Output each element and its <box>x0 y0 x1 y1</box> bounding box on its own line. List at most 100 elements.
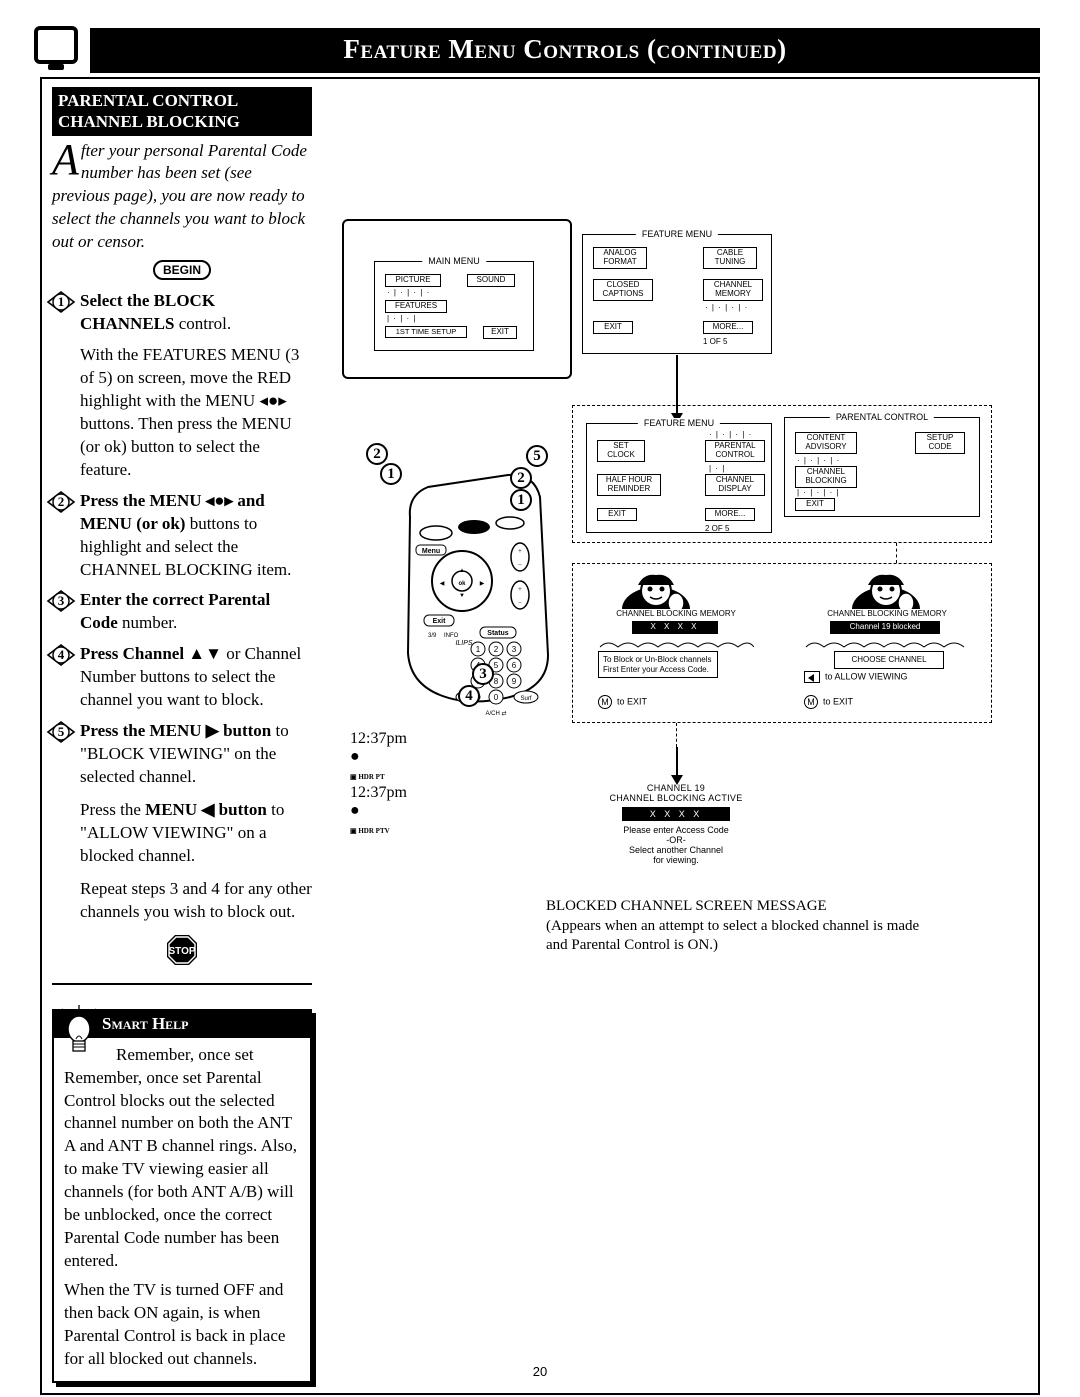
cbm-right-allow: to ALLOW VIEWING <box>804 671 908 683</box>
svg-text:2: 2 <box>494 645 499 654</box>
fm-more: MORE... <box>703 321 753 334</box>
svg-text:A/CH ⇄: A/CH ⇄ <box>485 710 506 717</box>
menu-exit: EXIT <box>483 326 517 339</box>
fm-page: 1 OF 5 <box>703 337 727 346</box>
step-diamond-5: 5 <box>44 720 74 742</box>
svg-text:4: 4 <box>58 647 65 662</box>
svg-text:▲: ▲ <box>459 568 465 574</box>
svg-text:2: 2 <box>58 494 65 509</box>
svg-text:▶: ▶ <box>480 581 485 587</box>
main-menu-title: MAIN MENU <box>422 256 486 266</box>
menu-1st-time: 1ST TIME SETUP <box>385 326 467 338</box>
fm-chdisplay: CHANNEL DISPLAY <box>705 474 765 496</box>
step-diamond-1: 1 <box>44 290 74 312</box>
blocked-active: CHANNEL BLOCKING ACTIVE <box>566 793 786 803</box>
caption-line1: BLOCKED CHANNEL SCREEN MESSAGE <box>546 898 827 914</box>
svg-text:+: + <box>518 585 522 593</box>
svg-text:3: 3 <box>512 645 517 654</box>
cbm-left-title: CHANNEL BLOCKING MEMORY <box>588 609 764 618</box>
pc-title: PARENTAL CONTROL <box>830 412 934 422</box>
fm-halfhour: HALF HOUR REMINDER <box>597 474 661 496</box>
svg-text:5: 5 <box>58 724 65 739</box>
content-frame: PARENTAL CONTROL CHANNEL BLOCKING After … <box>40 77 1040 1395</box>
svg-text:ILIPS: ILIPS <box>455 640 472 647</box>
divider <box>52 983 312 985</box>
step-4: 4 Press Channel ▲▼ or Channel Number but… <box>52 643 312 712</box>
blocked-msg2: -OR- <box>566 835 786 845</box>
svg-text:Status: Status <box>487 630 509 637</box>
annot-5: 5 <box>526 445 548 467</box>
dash-down-2 <box>676 723 677 747</box>
blocked-screen: CHANNEL 19 CHANNEL BLOCKING ACTIVE X X X… <box>566 783 786 865</box>
step-diamond-4: 4 <box>44 643 74 665</box>
begin-badge-wrap: BEGIN <box>52 256 312 282</box>
annot-2: 2 <box>366 443 388 465</box>
parental-control-menu: PARENTAL CONTROL CONTENT ADVISORY SETUP … <box>784 417 980 517</box>
dash-down <box>896 543 897 563</box>
annot-3: 3 <box>472 663 494 685</box>
fm-mid-exit: EXIT <box>597 508 637 521</box>
blocked-ch: CHANNEL 19 <box>566 783 786 793</box>
main-menu-panel: MAIN MENU PICTURE SOUND · | · | · | · FE… <box>374 261 534 351</box>
tv-icon <box>34 26 78 64</box>
cbm-right-title: CHANNEL BLOCKING MEMORY <box>794 609 980 618</box>
menu-picture: PICTURE <box>385 274 441 287</box>
smart-help-title: Smart Help <box>54 1011 310 1038</box>
cbm-right-choose: CHOOSE CHANNEL <box>834 651 944 669</box>
cbm-left-bar: X X X X <box>632 621 718 634</box>
tv-osd-top: MAIN MENU PICTURE SOUND · | · | · | · FE… <box>342 219 572 379</box>
blocked-msg3: Select another Channel <box>566 845 786 855</box>
smart-help-para1: Remember, once set Parental Control bloc… <box>64 1067 300 1273</box>
osd-small-2: 12:37pm ●▣ HDR PTV <box>350 784 412 838</box>
blocked-code: X X X X <box>622 807 731 821</box>
caption-line2: (Appears when an attempt to select a blo… <box>546 918 919 954</box>
fm-exit: EXIT <box>593 321 633 334</box>
annot-2b: 2 <box>510 467 532 489</box>
arrow-line-2 <box>676 747 678 775</box>
fm-setclock: SET CLOCK <box>597 440 645 462</box>
blocked-msg1: Please enter Access Code <box>566 825 786 835</box>
section-header: PARENTAL CONTROL CHANNEL BLOCKING <box>52 87 312 136</box>
fm-mid-more: MORE... <box>705 508 755 521</box>
followup-2: Repeat steps 3 and 4 for any other chann… <box>52 878 312 924</box>
annot-1b: 1 <box>510 489 532 511</box>
svg-text:STOP: STOP <box>168 946 195 957</box>
cbm-right: CHANNEL BLOCKING MEMORY Channel 19 block… <box>794 609 980 713</box>
cbm-left: CHANNEL BLOCKING MEMORY X X X X To Block… <box>588 609 764 713</box>
blocked-msg4: for viewing. <box>566 855 786 865</box>
page-number: 20 <box>533 1364 547 1379</box>
cbm-left-exit: M to EXIT <box>598 695 647 709</box>
step-2: 2 Press the MENU ◂●▸ and MENU (or ok) bu… <box>52 490 312 582</box>
svg-text:9: 9 <box>512 677 517 686</box>
caption: BLOCKED CHANNEL SCREEN MESSAGE (Appears … <box>546 897 926 956</box>
svg-text:−: − <box>518 561 522 569</box>
step-diamond-2: 2 <box>44 490 74 512</box>
cbm-right-bar: Channel 19 blocked <box>830 621 940 634</box>
cbm-left-note: To Block or Un-Block channels First Ente… <box>598 651 718 678</box>
pc-exit: EXIT <box>795 498 835 511</box>
smart-help-box: Smart Help <box>52 1009 312 1383</box>
svg-text:−: − <box>518 599 522 607</box>
step-3: 3 Enter the correct Parental Code number… <box>52 589 312 635</box>
svg-text:Menu: Menu <box>422 548 440 555</box>
left-column: PARENTAL CONTROL CHANNEL BLOCKING After … <box>52 87 312 1383</box>
stop-badge: STOP <box>52 932 312 973</box>
fm-parental: PARENTAL CONTROL <box>705 440 765 462</box>
fm-mid-title: FEATURE MENU <box>638 418 720 428</box>
svg-text:5: 5 <box>494 661 499 670</box>
step-5: 5 Press the MENU ▶ button to "BLOCK VIEW… <box>52 720 312 789</box>
feature-menu-top-title: FEATURE MENU <box>636 229 718 239</box>
smart-help-para2: When the TV is turned OFF and then back … <box>64 1279 300 1371</box>
svg-text:INFO: INFO <box>444 633 459 639</box>
svg-text:0: 0 <box>494 693 499 702</box>
fm-analog: ANALOG FORMAT <box>593 247 647 269</box>
page-banner: Feature Menu Controls (continued) <box>90 28 1040 73</box>
osd-small-1: 12:37pm ●▣ HDR PT <box>350 730 406 784</box>
step-1-detail: With the FEATURES MENU (3 of 5) on scree… <box>80 344 312 482</box>
feature-menu-top: FEATURE MENU ANALOG FORMAT CABLE TUNING … <box>582 234 772 354</box>
svg-text:Surf: Surf <box>520 696 531 702</box>
fm-chmem: CHANNEL MEMORY <box>703 279 763 301</box>
feature-menu-mid: FEATURE MENU · | · | · | · SET CLOCK PAR… <box>586 423 772 533</box>
dropcap: A <box>52 140 81 180</box>
svg-text:▼: ▼ <box>459 593 465 599</box>
